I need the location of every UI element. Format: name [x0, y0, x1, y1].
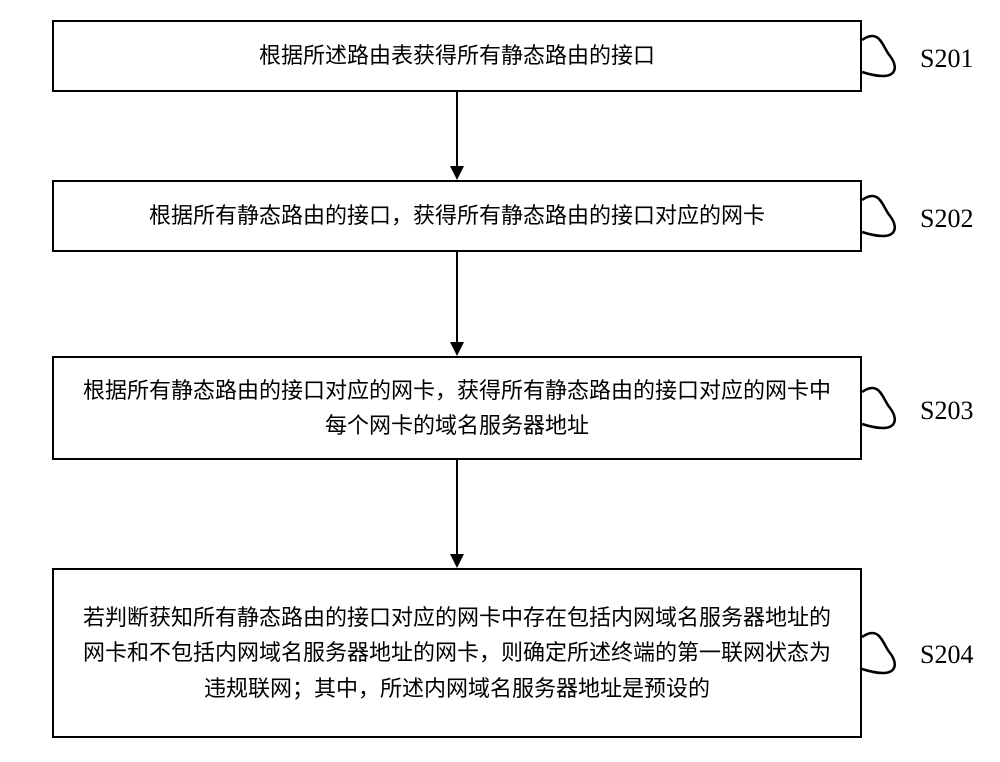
arrow-s203-s204	[447, 460, 467, 568]
label-curve-s204	[862, 627, 910, 679]
step-box-s201: 根据所述路由表获得所有静态路由的接口	[52, 20, 862, 92]
step-box-s204: 若判断获知所有静态路由的接口对应的网卡中存在包括内网域名服务器地址的网卡和不包括…	[52, 568, 862, 738]
step-box-s203: 根据所有静态路由的接口对应的网卡，获得所有静态路由的接口对应的网卡中每个网卡的域…	[52, 356, 862, 460]
step-text-s202: 根据所有静态路由的接口，获得所有静态路由的接口对应的网卡	[149, 198, 765, 233]
step-label-s202: S202	[920, 204, 973, 234]
label-curve-s203	[862, 382, 910, 434]
step-text-s204: 若判断获知所有静态路由的接口对应的网卡中存在包括内网域名服务器地址的网卡和不包括…	[74, 600, 840, 706]
label-curve-s201	[862, 30, 910, 82]
step-label-s201: S201	[920, 44, 973, 74]
step-text-s201: 根据所述路由表获得所有静态路由的接口	[259, 38, 655, 73]
step-box-s202: 根据所有静态路由的接口，获得所有静态路由的接口对应的网卡	[52, 180, 862, 252]
step-text-s203: 根据所有静态路由的接口对应的网卡，获得所有静态路由的接口对应的网卡中每个网卡的域…	[74, 373, 840, 443]
arrow-s202-s203	[447, 252, 467, 356]
step-label-s204: S204	[920, 640, 973, 670]
step-label-s203: S203	[920, 396, 973, 426]
label-curve-s202	[862, 190, 910, 242]
flowchart-canvas: 根据所述路由表获得所有静态路由的接口 S201 根据所有静态路由的接口，获得所有…	[0, 0, 1000, 762]
arrow-s201-s202	[447, 92, 467, 180]
